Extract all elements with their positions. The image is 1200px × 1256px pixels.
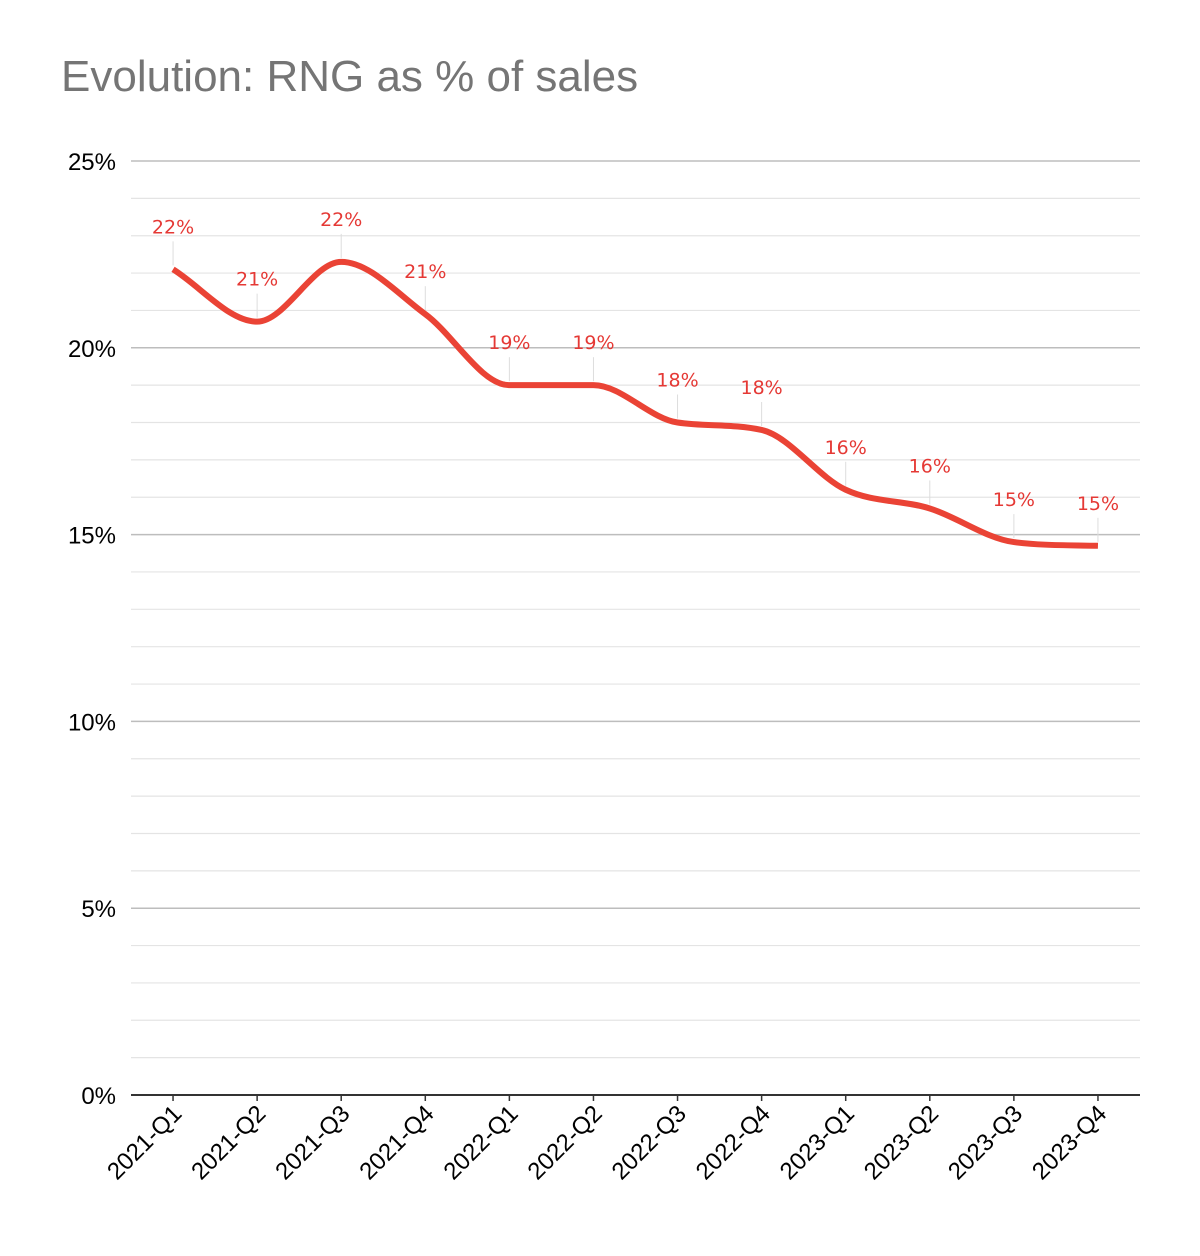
y-tick-label: 0% xyxy=(81,1083,116,1110)
y-tick-label: 5% xyxy=(81,896,116,923)
x-tick-label: 2021-Q1 xyxy=(102,1100,187,1185)
data-label-leaders xyxy=(172,233,1099,542)
x-tick-label: 2021-Q4 xyxy=(354,1100,439,1185)
y-tick-label: 20% xyxy=(68,336,116,363)
data-label: 16% xyxy=(825,437,867,459)
x-tick-label: 2023-Q4 xyxy=(1027,1100,1112,1185)
data-label: 22% xyxy=(152,216,194,238)
y-axis-tick-labels: 0% 5% 10% 15% 20% 25% xyxy=(68,149,116,1110)
y-tick-label: 25% xyxy=(68,149,116,176)
minor-gridlines xyxy=(131,197,1140,1059)
data-label: 15% xyxy=(993,489,1035,511)
y-tick-label: 15% xyxy=(68,523,116,550)
y-tick-label: 10% xyxy=(68,709,116,736)
x-axis-tick-labels: 2021-Q12021-Q22021-Q32021-Q42022-Q12022-… xyxy=(102,1100,1112,1185)
x-tick-label: 2022-Q1 xyxy=(438,1100,523,1185)
x-tick-label: 2023-Q1 xyxy=(775,1100,860,1185)
x-tick-label: 2022-Q2 xyxy=(523,1100,608,1185)
x-tick-label: 2022-Q3 xyxy=(607,1100,692,1185)
x-tick-label: 2021-Q2 xyxy=(186,1100,271,1185)
chart-title: Evolution: RNG as % of sales xyxy=(61,52,639,101)
series-line-path xyxy=(171,258,1099,549)
data-label: 21% xyxy=(236,269,278,291)
data-label: 19% xyxy=(572,332,614,354)
x-tick-label: 2022-Q4 xyxy=(691,1100,776,1185)
data-label: 15% xyxy=(1077,493,1119,515)
data-label: 22% xyxy=(320,209,362,231)
data-labels: 22% 21% 22% 21% 19% 19% 18% 18% 16% 16% 15% 15% xyxy=(152,209,1119,515)
data-label: 19% xyxy=(488,332,530,354)
data-label: 18% xyxy=(656,370,698,392)
x-tick-label: 2023-Q2 xyxy=(859,1100,944,1185)
x-tick-label: 2021-Q3 xyxy=(270,1100,355,1185)
series-line xyxy=(171,258,1099,549)
major-gridlines xyxy=(131,160,1140,909)
data-label: 18% xyxy=(741,377,783,399)
x-tick-label: 2023-Q3 xyxy=(943,1100,1028,1185)
data-label: 21% xyxy=(404,261,446,283)
x-axis xyxy=(131,1094,1140,1101)
data-label: 16% xyxy=(909,455,951,477)
